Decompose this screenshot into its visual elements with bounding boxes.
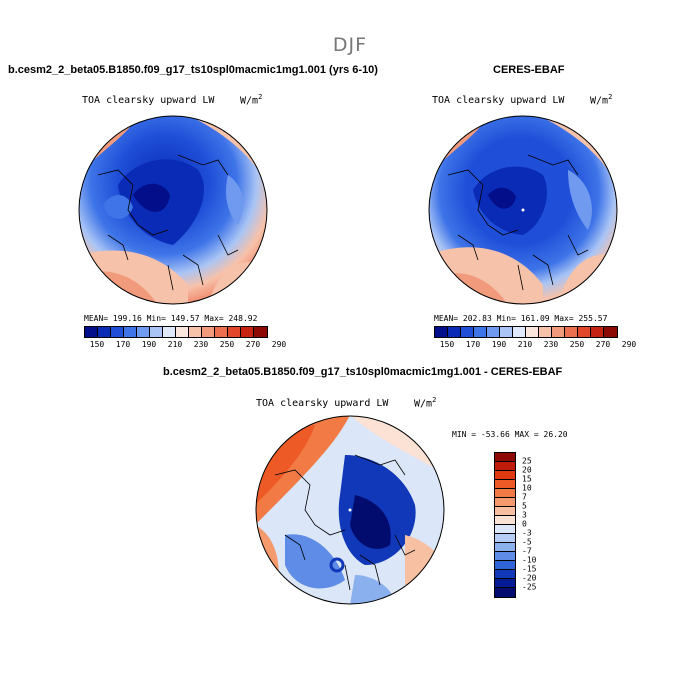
colorbar-tick-label: 230 xyxy=(543,340,559,349)
diff-stats: MIN = -53.66 MAX = 26.20 xyxy=(452,430,568,439)
model-colorbar-labels: 150 170 190 210 230 250 270 290 xyxy=(84,340,286,350)
colorbar-tick-label: -20 xyxy=(522,573,537,583)
colorbar-swatch xyxy=(578,327,591,337)
colorbar-swatch xyxy=(495,462,515,471)
colorbar-tick-label: 250 xyxy=(569,340,585,349)
colorbar-swatch xyxy=(461,327,474,337)
colorbar-swatch xyxy=(98,327,111,337)
colorbar-tick-label: 290 xyxy=(621,340,637,349)
colorbar-swatch xyxy=(254,327,267,337)
colorbar-swatch xyxy=(495,525,515,534)
colorbar-tick-label: 210 xyxy=(167,340,183,349)
colorbar-swatch xyxy=(526,327,539,337)
colorbar-swatch xyxy=(202,327,215,337)
obs-stats: MEAN= 202.83 Min= 161.09 Max= 255.57 xyxy=(434,314,608,323)
colorbar-swatch xyxy=(487,327,500,337)
colorbar-tick-label: 150 xyxy=(439,340,455,349)
colorbar-swatch xyxy=(495,453,515,462)
colorbar-swatch xyxy=(495,552,515,561)
colorbar-swatch xyxy=(500,327,513,337)
colorbar-swatch xyxy=(495,480,515,489)
colorbar-tick-label: -3 xyxy=(522,528,532,538)
diff-colorbar xyxy=(494,452,516,598)
colorbar-tick-label: 170 xyxy=(115,340,131,349)
colorbar-tick-label: 250 xyxy=(219,340,235,349)
diff-polar-map xyxy=(255,415,445,605)
diff-panel-title: b.cesm2_2_beta05.B1850.f09_g17_ts10spl0m… xyxy=(163,366,563,378)
colorbar-tick-label: 210 xyxy=(517,340,533,349)
colorbar-swatch xyxy=(495,471,515,480)
model-colorbar xyxy=(84,326,268,338)
colorbar-tick-label: 270 xyxy=(245,340,261,349)
model-stats: MEAN= 199.16 Min= 149.57 Max= 248.92 xyxy=(84,314,258,323)
colorbar-swatch xyxy=(591,327,604,337)
colorbar-swatch xyxy=(215,327,228,337)
colorbar-tick-label: 20 xyxy=(522,465,532,475)
obs-polar-map xyxy=(428,115,618,305)
colorbar-swatch xyxy=(604,327,617,337)
colorbar-swatch xyxy=(513,327,526,337)
obs-variable-label: TOA clearsky upward LW xyxy=(432,95,565,106)
colorbar-swatch xyxy=(448,327,461,337)
colorbar-swatch xyxy=(241,327,254,337)
colorbar-tick-label: 290 xyxy=(271,340,287,349)
colorbar-tick-label: 15 xyxy=(522,474,532,484)
diff-units-label: W/m2 xyxy=(414,396,437,410)
colorbar-swatch xyxy=(495,588,515,597)
model-units-label: W/m2 xyxy=(240,93,263,107)
colorbar-swatch xyxy=(495,570,515,579)
colorbar-tick-label: 5 xyxy=(522,501,527,511)
diff-variable-label: TOA clearsky upward LW xyxy=(256,398,389,409)
colorbar-tick-label: 170 xyxy=(465,340,481,349)
colorbar-swatch xyxy=(176,327,189,337)
colorbar-swatch xyxy=(150,327,163,337)
colorbar-swatch xyxy=(124,327,137,337)
colorbar-tick-label: -25 xyxy=(522,582,537,592)
colorbar-swatch xyxy=(85,327,98,337)
colorbar-swatch xyxy=(495,561,515,570)
colorbar-tick-label: -10 xyxy=(522,555,537,565)
colorbar-tick-label: 190 xyxy=(141,340,157,349)
colorbar-swatch xyxy=(435,327,448,337)
colorbar-tick-label: 10 xyxy=(522,483,532,493)
model-panel-title: b.cesm2_2_beta05.B1850.f09_g17_ts10spl0m… xyxy=(8,64,378,76)
colorbar-tick-label: -15 xyxy=(522,564,537,574)
obs-colorbar-labels: 150 170 190 210 230 250 270 290 xyxy=(434,340,636,350)
colorbar-tick-label: -5 xyxy=(522,537,532,547)
obs-units-label: W/m2 xyxy=(590,93,613,107)
colorbar-swatch xyxy=(495,516,515,525)
colorbar-tick-label: -7 xyxy=(522,546,532,556)
obs-colorbar xyxy=(434,326,618,338)
colorbar-tick-label: 7 xyxy=(522,492,527,502)
colorbar-tick-label: 0 xyxy=(522,519,527,529)
colorbar-tick-label: 25 xyxy=(522,456,532,466)
colorbar-swatch xyxy=(111,327,124,337)
colorbar-tick-label: 150 xyxy=(89,340,105,349)
page-title: DJF xyxy=(332,34,368,56)
model-polar-map xyxy=(78,115,268,305)
colorbar-swatch xyxy=(495,507,515,516)
colorbar-tick-label: 270 xyxy=(595,340,611,349)
obs-panel-title: CERES-EBAF xyxy=(493,64,565,76)
colorbar-swatch xyxy=(137,327,150,337)
colorbar-swatch xyxy=(565,327,578,337)
colorbar-swatch xyxy=(495,498,515,507)
model-variable-label: TOA clearsky upward LW xyxy=(82,95,215,106)
colorbar-swatch xyxy=(474,327,487,337)
colorbar-tick-label: 190 xyxy=(491,340,507,349)
colorbar-swatch xyxy=(495,489,515,498)
colorbar-swatch xyxy=(495,534,515,543)
colorbar-swatch xyxy=(189,327,202,337)
colorbar-swatch xyxy=(539,327,552,337)
colorbar-swatch xyxy=(228,327,241,337)
colorbar-swatch xyxy=(552,327,565,337)
colorbar-tick-label: 3 xyxy=(522,510,527,520)
colorbar-swatch xyxy=(495,543,515,552)
colorbar-swatch xyxy=(495,579,515,588)
colorbar-swatch xyxy=(163,327,176,337)
colorbar-tick-label: 230 xyxy=(193,340,209,349)
